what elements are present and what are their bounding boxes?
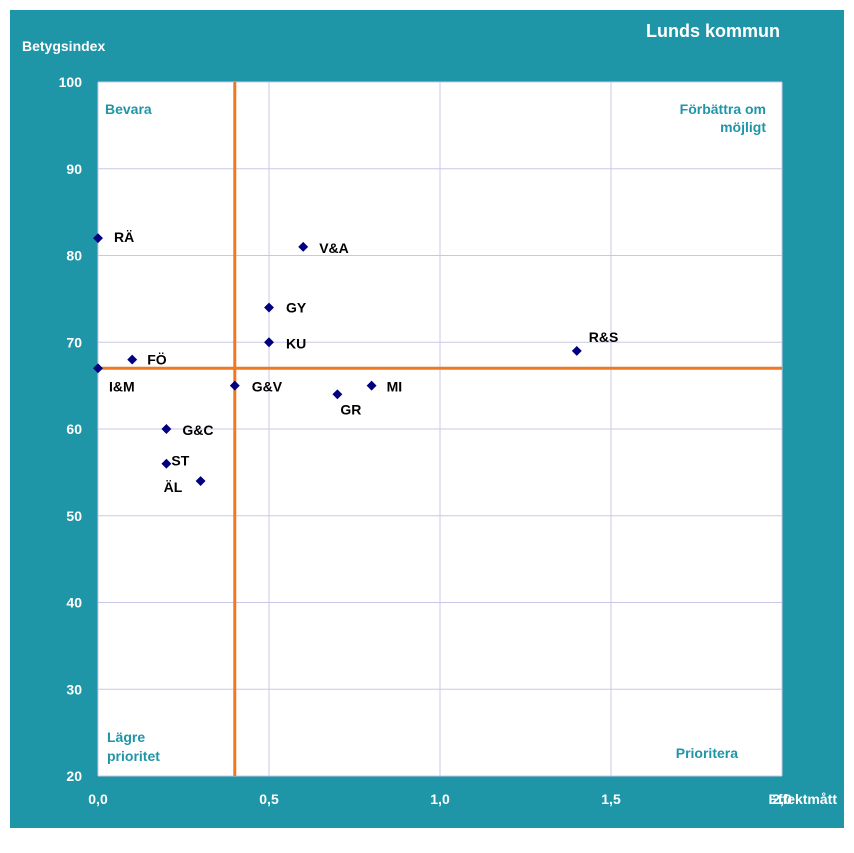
data-point-label: MI — [387, 379, 403, 395]
x-tick-label: 0,5 — [259, 791, 279, 807]
data-point-label: ÄL — [164, 479, 183, 495]
y-tick-label: 100 — [59, 74, 83, 90]
data-point-marker — [229, 380, 240, 391]
reference-lines — [98, 82, 782, 776]
data-point-marker — [161, 458, 172, 469]
x-tick-label: 0,0 — [88, 791, 108, 807]
x-tick-label: 2,0 — [772, 791, 792, 807]
y-tick-labels: 20 30 40 50 60 70 80 90 100 — [59, 74, 83, 784]
data-point-label: RÄ — [114, 229, 134, 245]
data-point-marker — [93, 233, 103, 244]
data-point-marker — [127, 354, 138, 365]
quadrant-label-lagre-line1: Lägre — [107, 729, 145, 745]
data-point-label: V&A — [319, 240, 349, 256]
data-point-marker — [298, 241, 309, 252]
x-tick-label: 1,5 — [601, 791, 621, 807]
x-axis-label: Effektmått — [769, 791, 838, 807]
scatter-chart: Lunds kommun Betygsindex Effektmått 0,0 0… — [22, 21, 838, 807]
data-point-marker — [571, 345, 582, 356]
y-tick-label: 60 — [66, 421, 82, 437]
y-tick-label: 70 — [66, 334, 82, 350]
data-point-label: R&S — [589, 329, 619, 345]
quadrant-label-bevara: Bevara — [105, 101, 152, 117]
y-axis-label: Betygsindex — [22, 38, 105, 54]
quadrant-labels: Bevara Förbättra om möjligt Lägre priori… — [105, 101, 766, 764]
y-tick-label: 90 — [66, 161, 82, 177]
quadrant-label-forbattra-line1: Förbättra om — [680, 101, 766, 117]
quadrant-label-forbattra-line2: möjligt — [720, 119, 766, 135]
y-tick-label: 50 — [66, 508, 82, 524]
y-tick-label: 40 — [66, 595, 82, 611]
chart-frame: Lunds kommun Betygsindex Effektmått 0,0 0… — [10, 10, 844, 828]
data-point-label: GR — [340, 401, 361, 417]
data-point-marker — [332, 389, 343, 400]
quadrant-label-lagre-line2: prioritet — [107, 748, 160, 764]
x-tick-labels: 0,0 0,5 1,0 1,5 2,0 — [88, 791, 792, 807]
data-point-label: KU — [286, 335, 306, 351]
data-point-marker — [161, 424, 172, 434]
data-point-label: I&M — [109, 378, 135, 394]
data-point-label: G&V — [252, 379, 283, 395]
data-point-label: G&C — [182, 422, 213, 438]
grid-lines — [97, 81, 783, 777]
data-point-label: FÖ — [147, 352, 167, 368]
data-point-label: ST — [171, 453, 189, 469]
data-point-marker — [366, 380, 377, 391]
y-tick-label: 80 — [66, 248, 82, 264]
data-point-marker — [195, 476, 206, 486]
chart-title: Lunds kommun — [646, 21, 780, 41]
y-tick-label: 20 — [66, 768, 82, 784]
y-tick-label: 30 — [66, 681, 82, 697]
x-tick-label: 1,0 — [430, 791, 450, 807]
data-point-label: GY — [286, 300, 307, 316]
quadrant-label-prioritera: Prioritera — [676, 745, 738, 761]
